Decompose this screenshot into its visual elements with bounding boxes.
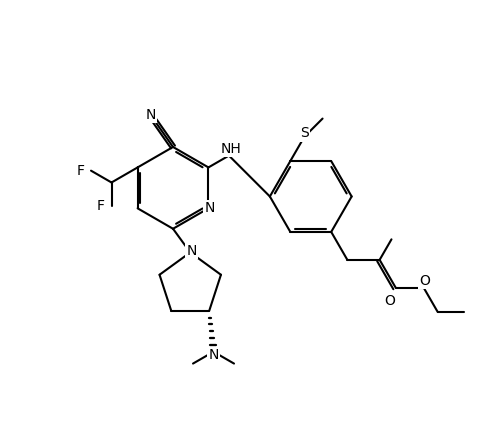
- Text: F: F: [97, 199, 105, 213]
- Text: N: N: [186, 244, 197, 258]
- Text: N: N: [208, 348, 219, 362]
- Text: F: F: [77, 164, 85, 177]
- Text: NH: NH: [221, 142, 241, 156]
- Text: O: O: [384, 294, 395, 308]
- Text: N: N: [204, 201, 215, 215]
- Text: S: S: [300, 126, 309, 140]
- Text: N: N: [146, 108, 156, 122]
- Text: O: O: [420, 274, 430, 288]
